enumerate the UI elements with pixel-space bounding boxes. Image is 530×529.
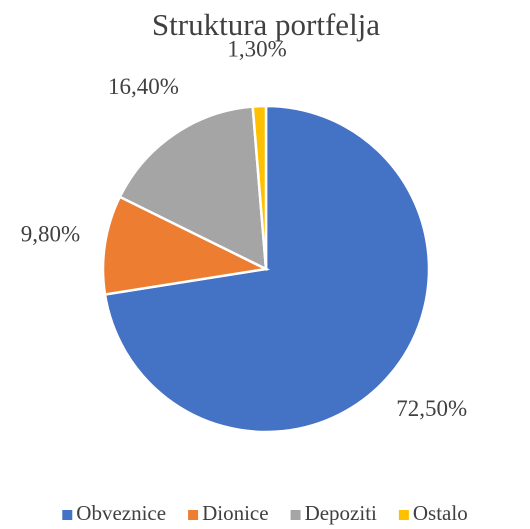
legend-label: Obveznice xyxy=(76,501,166,525)
data-label: 72,50% xyxy=(396,396,467,421)
pie-slice xyxy=(118,105,268,272)
data-label: 9,80% xyxy=(21,222,80,247)
legend-label: Depoziti xyxy=(305,501,377,525)
legend-swatch xyxy=(188,510,199,520)
data-label: 1,30% xyxy=(227,36,286,61)
legend-swatch xyxy=(62,510,73,520)
legend-label: Ostalo xyxy=(413,501,468,525)
legend-label: Dionice xyxy=(202,501,268,525)
pie-slice xyxy=(101,195,271,296)
pie-slice xyxy=(251,104,268,270)
legend-swatch xyxy=(398,510,409,520)
legend-swatch xyxy=(290,510,301,520)
data-label: 16,40% xyxy=(108,74,179,99)
chart-title: Struktura portfelja xyxy=(152,7,380,42)
